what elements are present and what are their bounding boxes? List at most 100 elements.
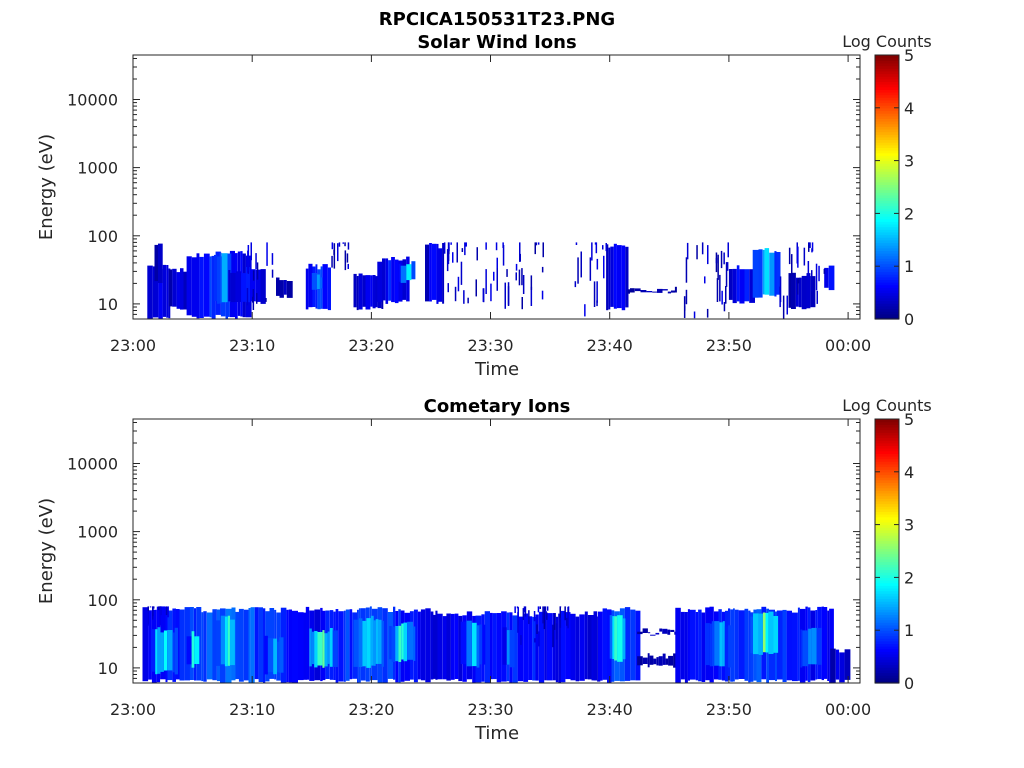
heatmap-speckle bbox=[467, 297, 469, 304]
y-axis-label-solar-wind: Energy (eV) bbox=[36, 134, 57, 240]
colorbar-segment bbox=[875, 561, 899, 565]
heatmap-cell bbox=[406, 264, 412, 281]
heatmap-cell bbox=[792, 612, 798, 682]
heatmap-speckle bbox=[271, 269, 274, 278]
heatmap-cell bbox=[555, 616, 559, 683]
heatmap-cell bbox=[358, 273, 363, 310]
heatmap-cell bbox=[680, 611, 685, 680]
heatmap-cell bbox=[773, 616, 779, 653]
heatmap-speckle bbox=[536, 624, 538, 634]
heatmap-speckle bbox=[596, 258, 599, 270]
colorbar-segment bbox=[875, 189, 899, 193]
heatmap-cell bbox=[191, 631, 195, 668]
heatmap-speckle bbox=[463, 290, 465, 304]
heatmap-speckle bbox=[575, 242, 578, 245]
colorbar-segment bbox=[875, 221, 899, 225]
heatmap-cell bbox=[565, 612, 571, 680]
heatmap-speckle bbox=[342, 242, 344, 244]
heatmap-cell bbox=[425, 608, 431, 683]
heatmap-speckle bbox=[450, 242, 452, 245]
heatmap-speckle bbox=[555, 623, 558, 640]
heatmap-cell bbox=[375, 619, 379, 664]
figure-title: RPCICA150531T23.PNG bbox=[379, 9, 615, 30]
heatmap-speckle bbox=[596, 281, 598, 303]
heatmap-cell bbox=[711, 621, 715, 667]
heatmap-speckle bbox=[338, 242, 341, 247]
heatmap-cell bbox=[454, 613, 459, 679]
colorbar-segment bbox=[875, 279, 899, 283]
heatmap-cell bbox=[829, 608, 834, 683]
heatmap-speckle bbox=[490, 283, 492, 302]
colorbar-segment bbox=[875, 469, 899, 473]
heatmap-speckle bbox=[686, 242, 689, 260]
heatmap-cell bbox=[830, 648, 836, 683]
heatmap-cell bbox=[471, 622, 477, 667]
heatmap-cell bbox=[640, 290, 647, 293]
colorbar-segment bbox=[875, 70, 899, 75]
heatmap-cell bbox=[358, 618, 363, 667]
heatmap-cell bbox=[436, 243, 439, 304]
colorbar-segment bbox=[875, 593, 899, 597]
colorbar-segment bbox=[875, 434, 899, 439]
heatmap-cell bbox=[398, 263, 401, 282]
heatmap-cell bbox=[610, 246, 614, 307]
heatmap-cell bbox=[372, 275, 376, 309]
colorbar-segment bbox=[875, 646, 899, 650]
heatmap-cell bbox=[316, 274, 320, 289]
heatmap-speckle bbox=[554, 613, 556, 630]
colorbar-segment bbox=[875, 617, 899, 621]
heatmap-cell bbox=[687, 609, 690, 681]
x-tick-label: 23:50 bbox=[706, 336, 752, 355]
heatmap-cell bbox=[375, 276, 378, 308]
colorbar-segment bbox=[875, 485, 899, 489]
colorbar-segment bbox=[875, 448, 899, 452]
heatmap-cell bbox=[673, 653, 677, 668]
heatmap-speckle bbox=[596, 300, 598, 307]
heatmap-speckle bbox=[443, 242, 446, 254]
heatmap-cell bbox=[267, 638, 274, 673]
heatmap-cell bbox=[648, 632, 651, 634]
heatmap-cell bbox=[460, 621, 467, 665]
colorbar-segment bbox=[875, 574, 899, 578]
colorbar-segment bbox=[875, 271, 899, 275]
heatmap-cell bbox=[435, 610, 438, 680]
colorbar-segment bbox=[875, 229, 899, 233]
colorbar-segment bbox=[875, 250, 899, 254]
colorbar-segment bbox=[875, 474, 899, 478]
heatmap-cell bbox=[442, 243, 445, 304]
heatmap-speckle bbox=[452, 252, 454, 263]
heatmap-speckle bbox=[530, 286, 533, 306]
heatmap-speckle bbox=[515, 263, 518, 271]
x-tick-label: 23:20 bbox=[348, 336, 394, 355]
heatmap-speckle bbox=[580, 251, 582, 278]
heatmap-cell bbox=[802, 630, 809, 667]
colorbar-segment bbox=[875, 471, 899, 476]
heatmap-speckle bbox=[347, 263, 349, 269]
colorbar-segment bbox=[875, 289, 899, 294]
heatmap-cell bbox=[212, 609, 217, 681]
heatmap-cell bbox=[273, 638, 277, 675]
heatmap-cell bbox=[385, 258, 389, 304]
heatmap-cell bbox=[196, 253, 200, 319]
colorbar-segment bbox=[875, 253, 899, 257]
colorbar-segment bbox=[875, 179, 899, 183]
heatmap-speckle bbox=[815, 263, 818, 291]
heatmap-cell bbox=[305, 268, 309, 310]
heatmap-cell bbox=[420, 609, 426, 681]
heatmap-speckle bbox=[493, 271, 495, 281]
heatmap-cell bbox=[774, 251, 777, 297]
heatmap-cell bbox=[254, 607, 259, 680]
heatmap-speckle bbox=[519, 242, 521, 262]
heatmap-speckle bbox=[333, 243, 336, 269]
colorbar-segment bbox=[875, 556, 899, 560]
colorbar-segment bbox=[875, 619, 899, 623]
colorbar-segment bbox=[875, 55, 899, 59]
heatmap-cell bbox=[154, 244, 158, 282]
heatmap-cell bbox=[303, 612, 307, 680]
heatmap-cell bbox=[248, 608, 251, 683]
heatmap-speckle bbox=[265, 298, 267, 302]
colorbar-segment bbox=[875, 532, 899, 536]
heatmap-cell bbox=[839, 652, 845, 683]
heatmap-cell bbox=[535, 614, 539, 681]
heatmap-cell bbox=[616, 245, 622, 309]
